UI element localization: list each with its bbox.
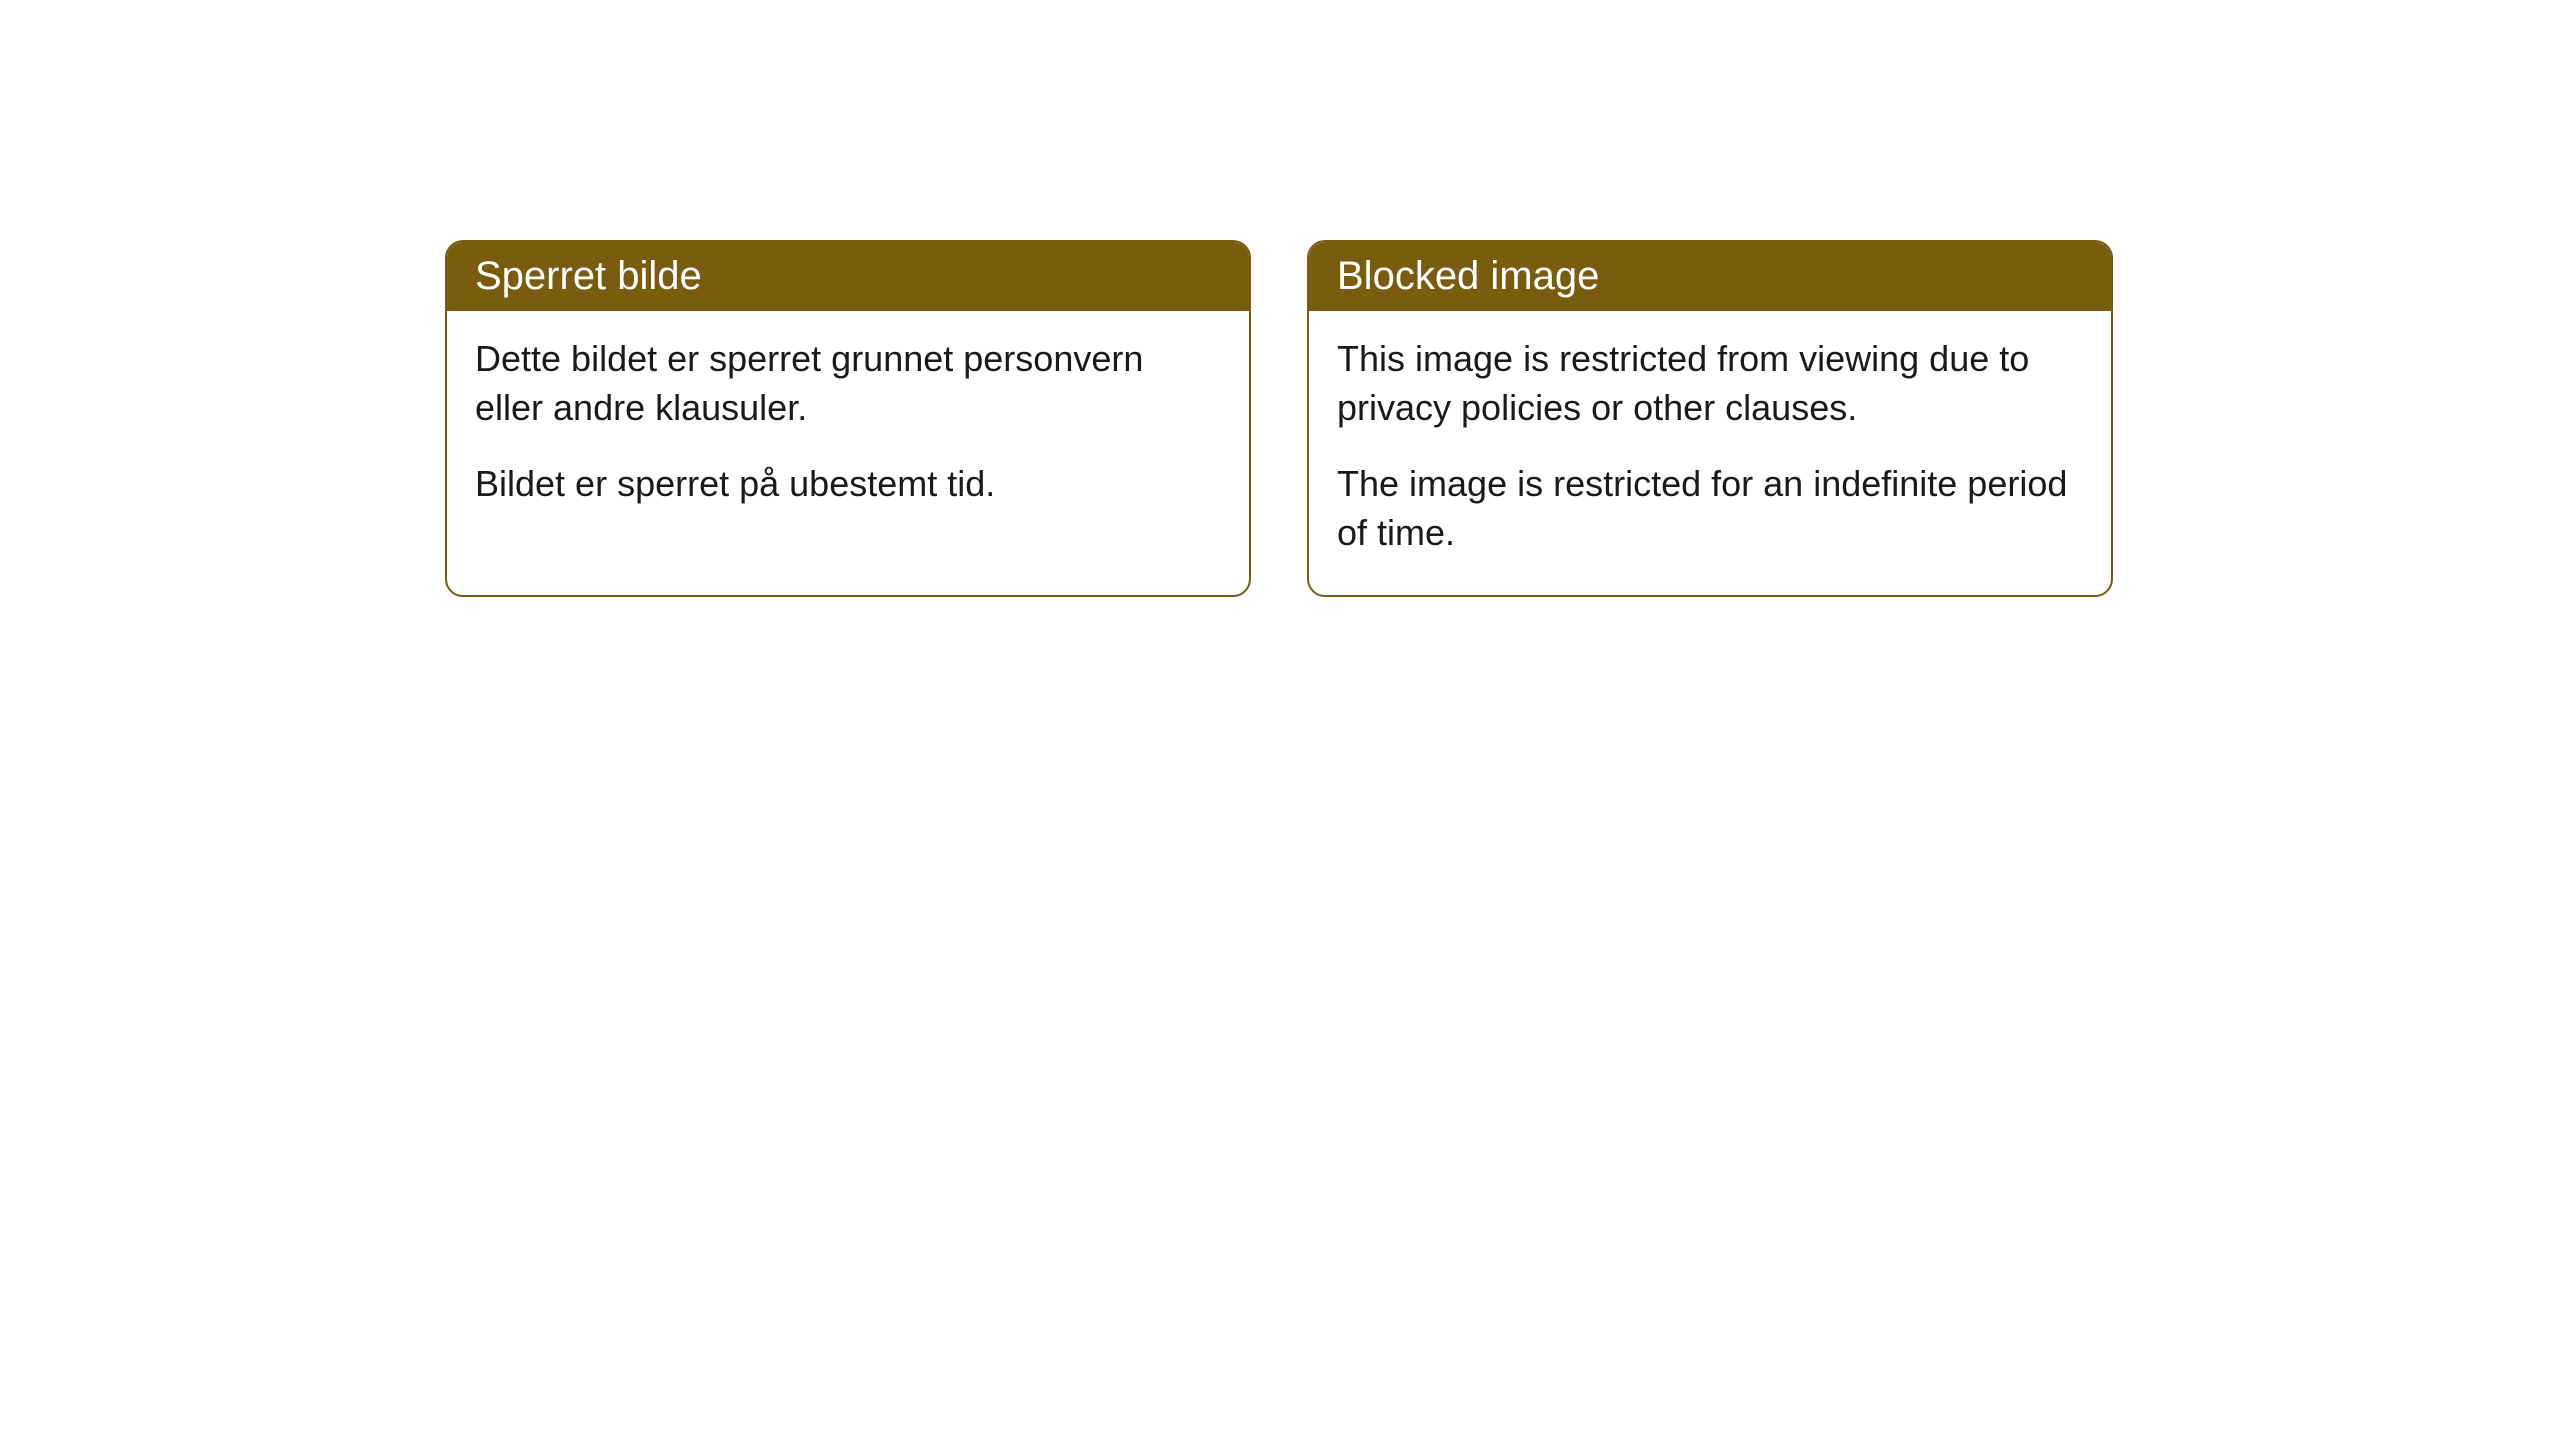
card-paragraph-2: The image is restricted for an indefinit… [1337, 460, 2083, 557]
cards-container: Sperret bilde Dette bildet er sperret gr… [445, 240, 2113, 597]
card-paragraph-1: Dette bildet er sperret grunnet personve… [475, 335, 1221, 432]
card-paragraph-1: This image is restricted from viewing du… [1337, 335, 2083, 432]
card-body: This image is restricted from viewing du… [1309, 311, 2111, 595]
card-paragraph-2: Bildet er sperret på ubestemt tid. [475, 460, 1221, 509]
card-title: Sperret bilde [475, 254, 702, 298]
card-title: Blocked image [1337, 254, 1599, 298]
card-header: Blocked image [1309, 242, 2111, 311]
card-header: Sperret bilde [447, 242, 1249, 311]
card-body: Dette bildet er sperret grunnet personve… [447, 311, 1249, 547]
blocked-image-card-english: Blocked image This image is restricted f… [1307, 240, 2113, 597]
blocked-image-card-norwegian: Sperret bilde Dette bildet er sperret gr… [445, 240, 1251, 597]
